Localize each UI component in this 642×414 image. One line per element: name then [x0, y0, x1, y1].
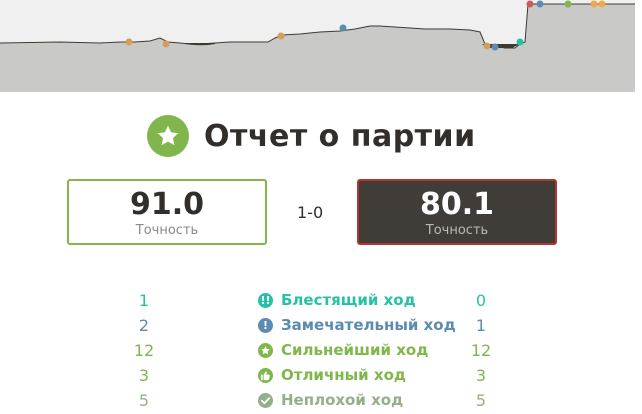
classification-name: Сильнейший ход	[281, 341, 429, 359]
graph-black-dip	[180, 43, 215, 46]
graph-marker-blunder[interactable]	[526, 0, 534, 8]
graph-advantage-area	[0, 4, 635, 92]
classification-label: Неплохой ход	[258, 388, 403, 413]
excellent-thumbs-up-icon	[258, 368, 273, 383]
white-count: 1	[138, 291, 150, 310]
classification-label: !! Блестящий ход	[258, 288, 416, 313]
game-result: 1-0	[297, 203, 324, 222]
graph-marker-brilliant[interactable]	[516, 38, 524, 46]
classification-row-best[interactable]: 12 Сильнейший ход 12	[0, 338, 642, 363]
black-accuracy-card: 80.1 Точность	[357, 179, 557, 245]
black-accuracy-value: 80.1	[419, 187, 495, 222]
great-move-icon: !	[258, 318, 273, 333]
black-count: 5	[475, 391, 487, 410]
white-accuracy-card: 91.0 Точность	[67, 179, 267, 245]
classification-name: Отличный ход	[281, 366, 406, 384]
report-title: Отчет о партии	[147, 115, 476, 157]
graph-marker-excellent[interactable]	[162, 40, 170, 48]
white-accuracy-label: Точность	[135, 223, 199, 238]
classification-row-brilliant[interactable]: 1 !! Блестящий ход 0	[0, 288, 642, 313]
graph-marker-excellent[interactable]	[125, 38, 133, 46]
classification-name: Блестящий ход	[281, 291, 416, 309]
classification-row-excellent[interactable]: 3 Отличный ход 3	[0, 363, 642, 388]
evaluation-graph[interactable]	[0, 0, 635, 92]
classification-name: Неплохой ход	[281, 391, 404, 409]
report-title-text: Отчет о партии	[204, 118, 476, 154]
graph-marker-great[interactable]	[339, 24, 347, 32]
graph-marker-excellent[interactable]	[483, 42, 491, 50]
graph-marker-excellent[interactable]	[598, 0, 606, 8]
white-accuracy-value: 91.0	[129, 187, 205, 222]
black-count: 3	[475, 366, 487, 385]
black-count: 12	[470, 341, 492, 360]
classification-name: Замечательный ход	[281, 316, 456, 334]
good-move-check-icon	[258, 393, 273, 408]
graph-marker-best[interactable]	[564, 0, 572, 8]
classification-label: Отличный ход	[258, 363, 406, 388]
classification-row-great[interactable]: 2 ! Замечательный ход 1	[0, 313, 642, 338]
white-count: 12	[133, 341, 155, 360]
graph-marker-great[interactable]	[536, 0, 544, 8]
classification-row-good[interactable]: 5 Неплохой ход 5	[0, 388, 642, 413]
black-count: 1	[475, 316, 487, 335]
best-move-star-icon	[258, 343, 273, 358]
white-count: 5	[138, 391, 150, 410]
black-accuracy-label: Точность	[425, 223, 489, 238]
graph-marker-great[interactable]	[491, 43, 499, 51]
classification-label: Сильнейший ход	[258, 338, 428, 363]
graph-marker-excellent[interactable]	[590, 0, 598, 8]
graph-marker-excellent[interactable]	[277, 32, 285, 40]
evaluation-graph-svg[interactable]	[0, 0, 635, 92]
white-count: 3	[138, 366, 150, 385]
black-count: 0	[475, 291, 487, 310]
classification-label: ! Замечательный ход	[258, 313, 456, 338]
white-count: 2	[138, 316, 150, 335]
brilliant-icon: !!	[258, 293, 273, 308]
star-icon	[147, 115, 189, 157]
